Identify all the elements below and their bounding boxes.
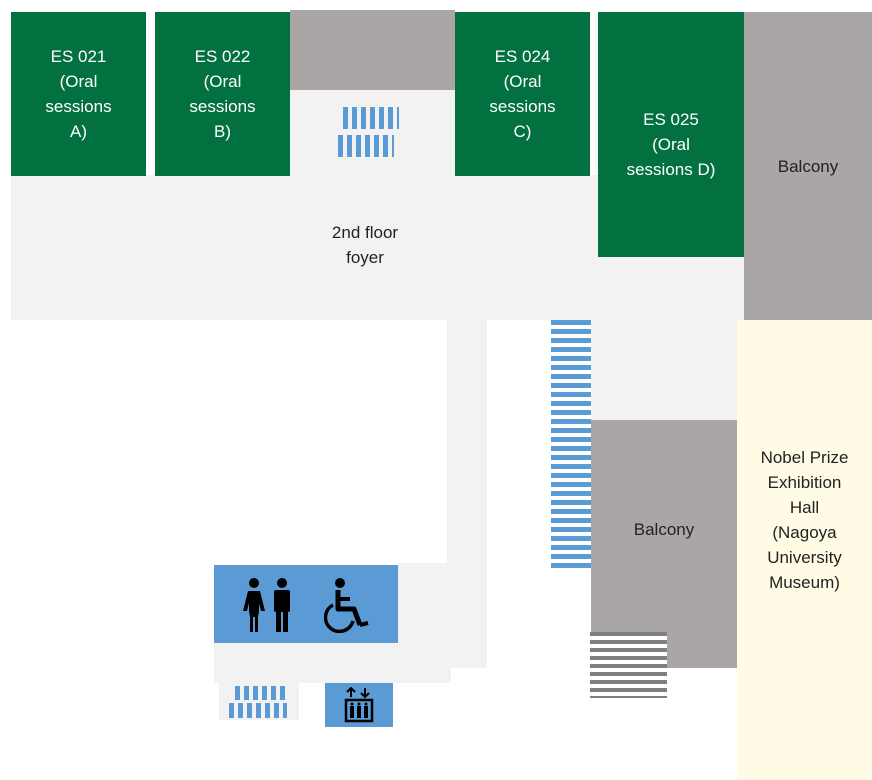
wheelchair-icon (324, 578, 369, 633)
balcony-middle: Balcony (591, 420, 737, 668)
stairs-icon (235, 686, 287, 700)
stairs-icon (343, 107, 399, 129)
room-es024[interactable]: ES 024 (Oral sessions C) (455, 12, 590, 176)
restroom-block[interactable] (214, 565, 398, 643)
corridor-upper-right (591, 255, 744, 425)
room-es021[interactable]: ES 021 (Oral sessions A) (11, 12, 146, 176)
balcony-top: Balcony (744, 12, 872, 320)
nobel-exhibition-hall[interactable]: Nobel Prize Exhibition Hall (Nagoya Univ… (737, 320, 872, 780)
foyer-label: 2nd floor foyer (331, 223, 399, 267)
stairs-icon (229, 703, 287, 718)
elevator-icon (344, 687, 374, 723)
stairs-icon (551, 320, 591, 572)
elevator-block[interactable] (325, 683, 393, 727)
stairs-icon (590, 632, 667, 698)
stairs-icon (338, 135, 394, 157)
room-es025[interactable]: ES 025 (Oral sessions D) (598, 12, 744, 257)
structure-block (290, 10, 455, 90)
room-es022[interactable]: ES 022 (Oral sessions B) (155, 12, 290, 176)
restroom-icon (243, 578, 290, 632)
corridor-bottom (214, 640, 451, 683)
